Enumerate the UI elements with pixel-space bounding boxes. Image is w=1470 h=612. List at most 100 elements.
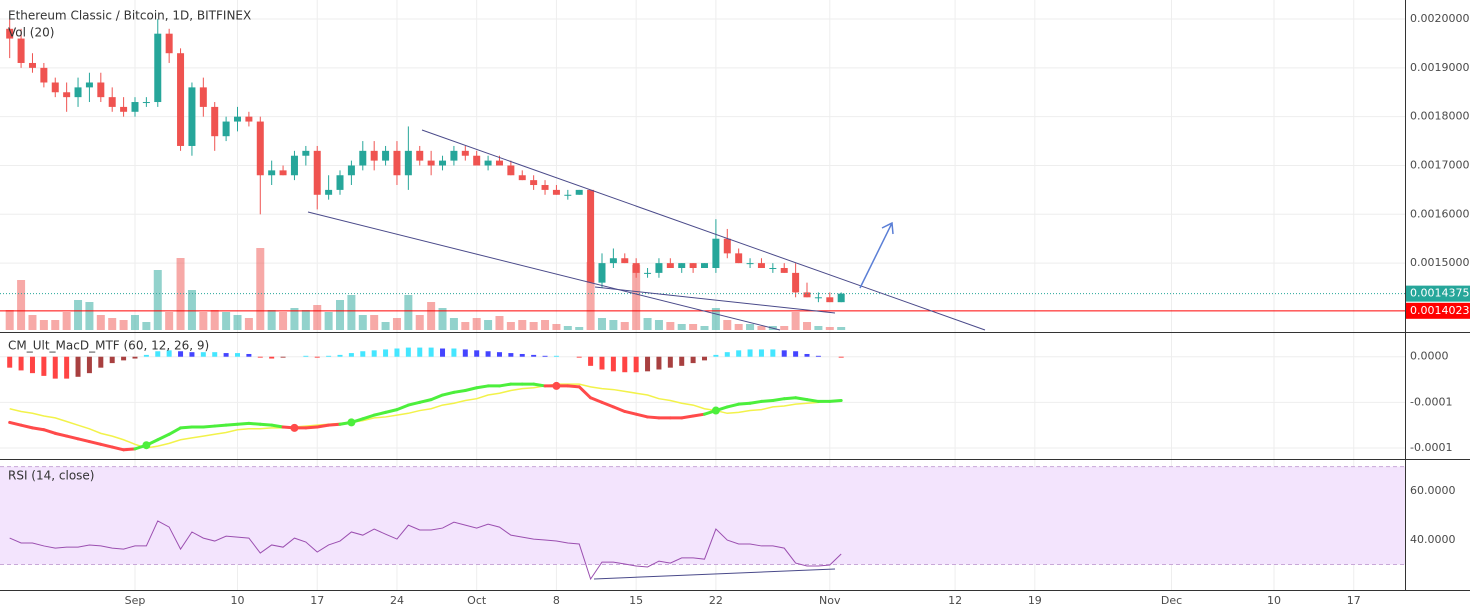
candle-body [416,150,424,161]
volume-bar [643,318,652,330]
macd-line [406,400,422,407]
price-axis-label: 60.0000 [1410,484,1456,497]
candle-body [165,33,173,54]
candle-body [6,28,14,39]
macd-line [577,385,593,400]
cross-dot [290,423,299,432]
candle-body [769,268,777,270]
candle-body [757,263,765,269]
macd-line [258,422,274,427]
macd-line [748,399,763,405]
candle-body [701,263,708,269]
time-label: 15 [629,594,643,607]
volume-bar [506,322,515,330]
rsi-divergence-line [593,568,836,580]
candle-body [199,87,207,107]
trend-line [421,129,986,331]
volume-bar [222,312,231,330]
candle-body [154,33,162,103]
candle-body [621,258,629,264]
time-label: 19 [1028,594,1042,607]
candle-body [461,150,469,156]
candle-body [393,150,401,176]
volume-bar [17,280,26,330]
macd-line [30,426,46,432]
volume-bar [620,322,629,330]
volume-bar [358,315,367,330]
candle-body [211,106,219,137]
macd-line [600,400,615,409]
volume-bar [415,315,424,330]
volume-bar [336,300,345,330]
histogram-bar [553,355,559,357]
volume-bar [654,320,663,330]
volume-bar [746,324,755,330]
time-label: 12 [948,594,962,607]
macd-line [122,447,137,452]
histogram-bar [576,356,582,358]
volume-bar [5,310,14,330]
histogram-bar [758,349,764,357]
macd-line [19,423,34,430]
arrow-head [881,221,894,235]
drawings [307,129,986,580]
histogram-bar [610,356,616,372]
candle-body [17,38,25,63]
candle-body [541,185,549,190]
time-label: 8 [553,594,560,607]
histogram-bar [531,354,537,357]
macd-line [691,412,706,418]
histogram-bar [52,356,58,379]
candle-body [678,263,686,269]
volume-bar [438,308,447,330]
macd-line [224,422,239,427]
volume-bar [28,315,37,330]
histogram-bar [702,356,707,361]
macd-line [384,408,399,414]
histogram-bar [690,356,696,364]
macd-line [304,425,319,430]
histogram-bar [155,351,161,357]
candle-body [837,293,845,303]
histogram-bar [667,356,673,368]
candle-body [188,87,196,146]
candle-body [735,253,743,264]
candle-body [302,150,310,156]
macd-line [156,432,171,442]
candle-body [564,194,572,196]
volume-bar [142,322,151,330]
volume-bar [165,312,174,330]
macd-line [42,428,57,435]
candle-body [484,160,492,166]
candle-body [313,150,321,195]
time-label: 22 [709,594,723,607]
histogram-bar [679,356,685,366]
histogram-bar [793,351,799,357]
volume-bar [586,262,595,330]
histogram-bar [383,349,389,357]
candle-body [74,87,82,98]
histogram-bar [405,347,411,357]
macd-line [65,434,80,441]
macd-line [623,409,638,416]
volume-bar [541,320,550,330]
last-price-label: 0.0014375 [1410,287,1470,300]
candle-body [495,160,503,166]
macd-line [497,382,513,388]
macd-line [99,442,114,449]
price-axis-label: -0.0001 [1410,395,1452,408]
volume-bar [575,327,584,330]
volume-bar [85,302,94,330]
histogram-bar [770,349,776,357]
symbol-title: Ethereum Classic / Bitcoin, 1D, BITFINEX [8,9,251,23]
macd-line [395,403,410,412]
histogram-bar [280,356,286,358]
histogram-bar [451,348,457,357]
histogram-bar [633,356,639,373]
volume-bar [153,270,162,330]
volume-bar [837,327,846,330]
histogram-bar [496,352,502,357]
volume-bar [552,324,561,330]
macd-line [236,421,251,426]
time-label: Sep [125,594,146,607]
